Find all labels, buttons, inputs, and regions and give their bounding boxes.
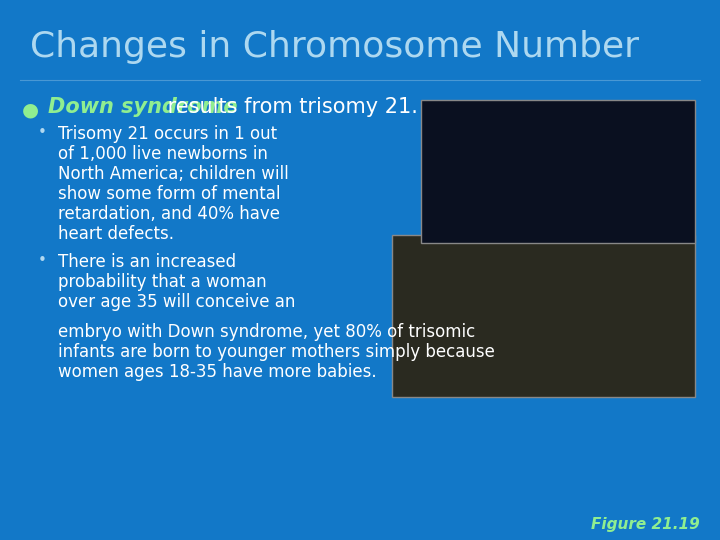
- Text: retardation, and 40% have: retardation, and 40% have: [58, 205, 280, 223]
- Text: North America; children will: North America; children will: [58, 165, 289, 183]
- Text: •: •: [38, 253, 47, 268]
- Text: ●: ●: [22, 100, 39, 119]
- Text: show some form of mental: show some form of mental: [58, 185, 281, 203]
- Text: Trisomy 21 occurs in 1 out: Trisomy 21 occurs in 1 out: [58, 125, 277, 143]
- FancyBboxPatch shape: [421, 100, 695, 243]
- Text: heart defects.: heart defects.: [58, 225, 174, 243]
- Text: women ages 18-35 have more babies.: women ages 18-35 have more babies.: [58, 363, 377, 381]
- Text: Down syndrome: Down syndrome: [48, 97, 238, 117]
- Text: embryo with Down syndrome, yet 80% of trisomic: embryo with Down syndrome, yet 80% of tr…: [58, 323, 475, 341]
- Text: There is an increased: There is an increased: [58, 253, 236, 271]
- Text: over age 35 will conceive an: over age 35 will conceive an: [58, 293, 295, 311]
- Text: of 1,000 live newborns in: of 1,000 live newborns in: [58, 145, 268, 163]
- Text: probability that a woman: probability that a woman: [58, 273, 266, 291]
- Text: infants are born to younger mothers simply because: infants are born to younger mothers simp…: [58, 343, 495, 361]
- Text: Figure 21.19: Figure 21.19: [591, 517, 700, 532]
- FancyBboxPatch shape: [392, 235, 695, 397]
- Text: •: •: [38, 125, 47, 140]
- Text: Changes in Chromosome Number: Changes in Chromosome Number: [30, 30, 639, 64]
- Text: results from trisomy 21.: results from trisomy 21.: [161, 97, 418, 117]
